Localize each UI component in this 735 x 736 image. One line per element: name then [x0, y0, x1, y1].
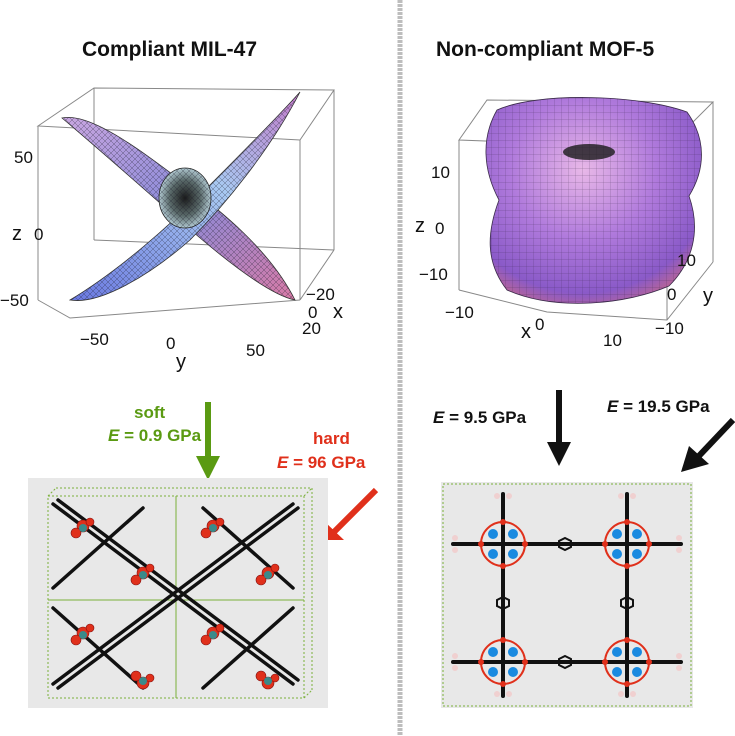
hard-e-value: = 96 GPa: [288, 453, 366, 472]
left-x-tick-2: 0: [308, 303, 317, 322]
hard-label: hard: [313, 428, 350, 450]
e1-value: = 9.5 GPa: [444, 408, 527, 427]
e-label-1: E = 9.5 GPa: [433, 407, 526, 429]
right-x-axis-label: x: [521, 321, 531, 343]
mil47-structure: [28, 478, 328, 708]
soft-label: soft: [134, 402, 165, 424]
right-arrows: [547, 390, 735, 472]
left-y-tick-3: 50: [246, 341, 265, 360]
left-y-tick-1: −50: [80, 330, 109, 349]
right-title: Non-compliant MOF-5: [436, 38, 655, 61]
panel-divider: [397, 0, 403, 736]
e1-symbol: E: [433, 408, 445, 427]
right-panel: Non-compliant MOF-5 z 10: [407, 0, 735, 736]
left-y-tick-2: 0: [166, 334, 175, 353]
mof5-nodes: [478, 519, 652, 687]
hard-e-symbol: E: [277, 453, 289, 472]
right-z-tick-bot: −10: [419, 265, 448, 284]
right-x-tick-2: 0: [535, 315, 544, 334]
soft-word: soft: [134, 403, 166, 422]
hard-modulus: E = 96 GPa: [277, 452, 365, 474]
lobe-diagonal-2: [68, 91, 301, 301]
right-y-tick-3: −10: [655, 319, 684, 338]
right-z-axis-label: z: [415, 215, 425, 237]
right-y-tick-2: 0: [667, 285, 676, 304]
cube-surface: [485, 97, 702, 304]
soft-e-value: = 0.9 GPa: [119, 426, 202, 445]
e2-symbol: E: [607, 397, 619, 416]
left-z-tick-mid: 0: [34, 225, 43, 244]
soft-e-symbol: E: [108, 426, 120, 445]
right-z-tick-top: 10: [431, 163, 450, 182]
left-panel: Compliant MIL-47: [0, 38, 379, 708]
right-surface-plot: z 10 0 −10 −10 0 10 x 10 0 −10 y: [415, 97, 715, 350]
e2-value: = 19.5 GPa: [618, 397, 710, 416]
right-z-tick-mid: 0: [435, 219, 444, 238]
left-z-tick-top: 50: [14, 148, 33, 167]
left-y-axis-label: y: [176, 351, 186, 373]
left-x-tick-3: 20: [302, 319, 321, 338]
arrow-19-5-icon: [681, 417, 735, 472]
right-y-axis-label: y: [703, 285, 713, 307]
arrow-9-5-icon: [547, 390, 571, 466]
right-y-tick-1: 10: [677, 251, 696, 270]
hard-word: hard: [313, 429, 350, 448]
right-x-tick-3: 10: [603, 331, 622, 350]
soft-modulus: E = 0.9 GPa: [108, 425, 201, 447]
mof5-structure: [441, 482, 693, 708]
left-x-axis-label: x: [333, 301, 343, 323]
left-surface-plot: z 50 0 −50 −50 0 50 y −20 0 20 x: [0, 87, 343, 373]
right-x-tick-1: −10: [445, 303, 474, 322]
e-label-2: E = 19.5 GPa: [607, 396, 710, 418]
soft-arrow-icon: [196, 402, 220, 480]
left-title: Compliant MIL-47: [82, 38, 258, 61]
left-x-tick-1: −20: [306, 285, 335, 304]
left-z-tick-bot: −50: [0, 291, 29, 310]
left-z-axis-label: z: [12, 223, 22, 245]
